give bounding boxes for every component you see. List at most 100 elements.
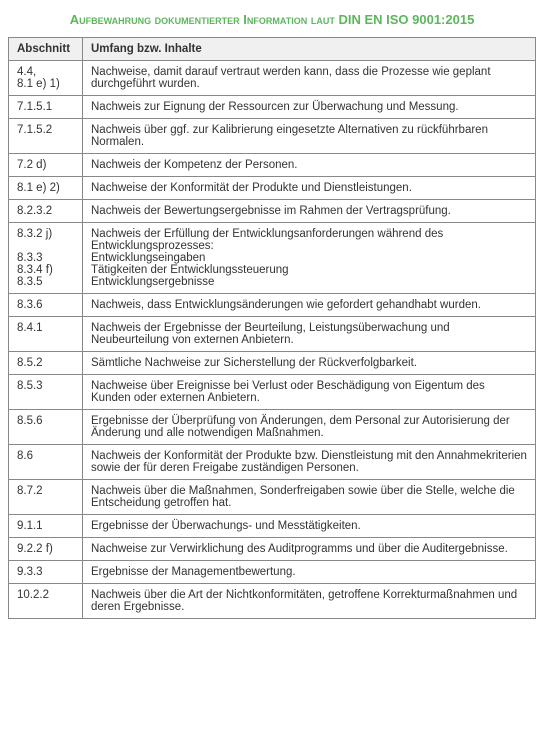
section-line: 7.1.5.1 — [17, 101, 74, 113]
section-cell: 8.7.2 — [9, 480, 83, 515]
content-cell: Nachweis der Konformität der Produkte bz… — [83, 445, 536, 480]
table-row: 8.6 Nachweis der Konformität der Produkte… — [9, 445, 536, 480]
content-line: Nachweis der Konformität der Produkte bz… — [91, 450, 527, 474]
section-cell: 8.6 — [9, 445, 83, 480]
section-cell: 8.4.1 — [9, 317, 83, 352]
content-cell: Nachweise, damit darauf vertraut werden … — [83, 61, 536, 96]
section-cell: 4.4,8.1 e) 1) — [9, 61, 83, 96]
content-cell: Nachweis der Ergebnisse der Beurteilung,… — [83, 317, 536, 352]
content-line: Nachweis über die Maßnahmen, Sonderfreig… — [91, 485, 527, 509]
content-line: Nachweis der Kompetenz der Personen. — [91, 159, 527, 171]
content-line: Ergebnisse der Managementbewertung. — [91, 566, 527, 578]
content-cell: Ergebnisse der Überprüfung von Änderunge… — [83, 410, 536, 445]
content-line: Entwicklungsergebnisse — [91, 276, 527, 288]
table-row: 7.1.5.2 Nachweis über ggf. zur Kalibrieru… — [9, 119, 536, 154]
content-line: Nachweis der Ergebnisse der Beurteilung,… — [91, 322, 527, 346]
content-line: Entwicklungseingaben — [91, 252, 527, 264]
section-line: 9.1.1 — [17, 520, 74, 532]
section-cell: 8.1 e) 2) — [9, 177, 83, 200]
table-row: 8.7.2 Nachweis über die Maßnahmen, Sonder… — [9, 480, 536, 515]
content-line: Nachweis, dass Entwicklungsänderungen wi… — [91, 299, 527, 311]
content-cell: Nachweis über ggf. zur Kalibrierung eing… — [83, 119, 536, 154]
table-row: 8.3.6 Nachweis, dass Entwicklungsänderung… — [9, 294, 536, 317]
content-line: Ergebnisse der Überwachungs- und Messtät… — [91, 520, 527, 532]
section-line: 8.2.3.2 — [17, 205, 74, 217]
table-row: 8.2.3.2 Nachweis der Bewertungsergebnisse… — [9, 200, 536, 223]
section-line: 8.1 e) 2) — [17, 182, 74, 194]
content-cell: Sämtliche Nachweise zur Sicherstellung d… — [83, 352, 536, 375]
table-row: 8.5.6 Ergebnisse der Überprüfung von Ände… — [9, 410, 536, 445]
content-line: Nachweis der Bewertungsergebnisse im Rah… — [91, 205, 527, 217]
section-cell: 8.3.2 j) 8.3.38.3.4 f)8.3.5 — [9, 223, 83, 294]
table-row: 9.1.1 Ergebnisse der Überwachungs- und Me… — [9, 515, 536, 538]
table-row: 8.1 e) 2) Nachweise der Konformität der P… — [9, 177, 536, 200]
table-row: 7.2 d) Nachweis der Kompetenz der Persone… — [9, 154, 536, 177]
section-line: 8.3.3 — [17, 252, 74, 264]
section-cell: 8.5.6 — [9, 410, 83, 445]
content-cell: Nachweis der Erfüllung der Entwicklungsa… — [83, 223, 536, 294]
iso-table: Abschnitt Umfang bzw. Inhalte 4.4,8.1 e)… — [8, 37, 536, 619]
content-line: Nachweis der Erfüllung der Entwicklungsa… — [91, 228, 527, 252]
content-cell: Nachweis der Kompetenz der Personen. — [83, 154, 536, 177]
content-cell: Nachweis, dass Entwicklungsänderungen wi… — [83, 294, 536, 317]
section-line: 8.3.6 — [17, 299, 74, 311]
content-cell: Nachweis über die Art der Nichtkonformit… — [83, 584, 536, 619]
section-cell: 7.1.5.1 — [9, 96, 83, 119]
section-line: 4.4, — [17, 66, 74, 78]
table-row: 9.3.3 Ergebnisse der Managementbewertung. — [9, 561, 536, 584]
section-line: 8.5.3 — [17, 380, 74, 392]
section-line: 8.3.4 f) — [17, 264, 74, 276]
section-line: 8.6 — [17, 450, 74, 462]
content-line: Nachweise zur Verwirklichung des Auditpr… — [91, 543, 527, 555]
table-row: 8.3.2 j) 8.3.38.3.4 f)8.3.5 Nachweis der … — [9, 223, 536, 294]
table-header-row: Abschnitt Umfang bzw. Inhalte — [9, 38, 536, 61]
section-cell: 10.2.2 — [9, 584, 83, 619]
table-row: 8.4.1 Nachweis der Ergebnisse der Beurtei… — [9, 317, 536, 352]
section-cell: 8.3.6 — [9, 294, 83, 317]
content-line: Nachweis über die Art der Nichtkonformit… — [91, 589, 527, 613]
section-cell: 9.2.2 f) — [9, 538, 83, 561]
content-cell: Nachweis der Bewertungsergebnisse im Rah… — [83, 200, 536, 223]
section-line: 8.3.2 j) — [17, 228, 74, 240]
page-title: Aufbewahrung dokumentierter Information … — [8, 12, 536, 27]
col-header-section: Abschnitt — [9, 38, 83, 61]
table-row: 4.4,8.1 e) 1) Nachweise, damit darauf ver… — [9, 61, 536, 96]
table-row: 8.5.2 Sämtliche Nachweise zur Sicherstell… — [9, 352, 536, 375]
content-line: Tätigkeiten der Entwicklungssteuerung — [91, 264, 527, 276]
section-line: 7.1.5.2 — [17, 124, 74, 136]
section-line: 10.2.2 — [17, 589, 74, 601]
section-cell: 9.3.3 — [9, 561, 83, 584]
content-line: Nachweis zur Eignung der Ressourcen zur … — [91, 101, 527, 113]
section-cell: 8.5.3 — [9, 375, 83, 410]
table-row: 8.5.3 Nachweise über Ereignisse bei Verlu… — [9, 375, 536, 410]
col-header-content: Umfang bzw. Inhalte — [83, 38, 536, 61]
content-cell: Nachweis über die Maßnahmen, Sonderfreig… — [83, 480, 536, 515]
content-cell: Nachweise über Ereignisse bei Verlust od… — [83, 375, 536, 410]
section-line: 8.3.5 — [17, 276, 74, 288]
section-line: 9.2.2 f) — [17, 543, 74, 555]
content-line: Sämtliche Nachweise zur Sicherstellung d… — [91, 357, 527, 369]
section-line: 8.5.2 — [17, 357, 74, 369]
section-cell: 9.1.1 — [9, 515, 83, 538]
table-row: 9.2.2 f) Nachweise zur Verwirklichung des… — [9, 538, 536, 561]
content-line: Nachweise, damit darauf vertraut werden … — [91, 66, 527, 90]
section-cell: 7.2 d) — [9, 154, 83, 177]
table-row: 7.1.5.1 Nachweis zur Eignung der Ressourc… — [9, 96, 536, 119]
content-line: Nachweise über Ereignisse bei Verlust od… — [91, 380, 527, 404]
section-line: 8.4.1 — [17, 322, 74, 334]
content-line: Nachweis über ggf. zur Kalibrierung eing… — [91, 124, 527, 148]
table-row: 10.2.2 Nachweis über die Art der Nichtkon… — [9, 584, 536, 619]
content-line: Ergebnisse der Überprüfung von Änderunge… — [91, 415, 527, 439]
section-cell: 7.1.5.2 — [9, 119, 83, 154]
content-line: Nachweise der Konformität der Produkte u… — [91, 182, 527, 194]
section-line: 7.2 d) — [17, 159, 74, 171]
section-line — [17, 240, 74, 252]
section-cell: 8.5.2 — [9, 352, 83, 375]
section-line: 8.5.6 — [17, 415, 74, 427]
section-cell: 8.2.3.2 — [9, 200, 83, 223]
content-cell: Nachweise zur Verwirklichung des Auditpr… — [83, 538, 536, 561]
section-line: 8.1 e) 1) — [17, 78, 74, 90]
section-line: 9.3.3 — [17, 566, 74, 578]
content-cell: Ergebnisse der Überwachungs- und Messtät… — [83, 515, 536, 538]
content-cell: Nachweis zur Eignung der Ressourcen zur … — [83, 96, 536, 119]
